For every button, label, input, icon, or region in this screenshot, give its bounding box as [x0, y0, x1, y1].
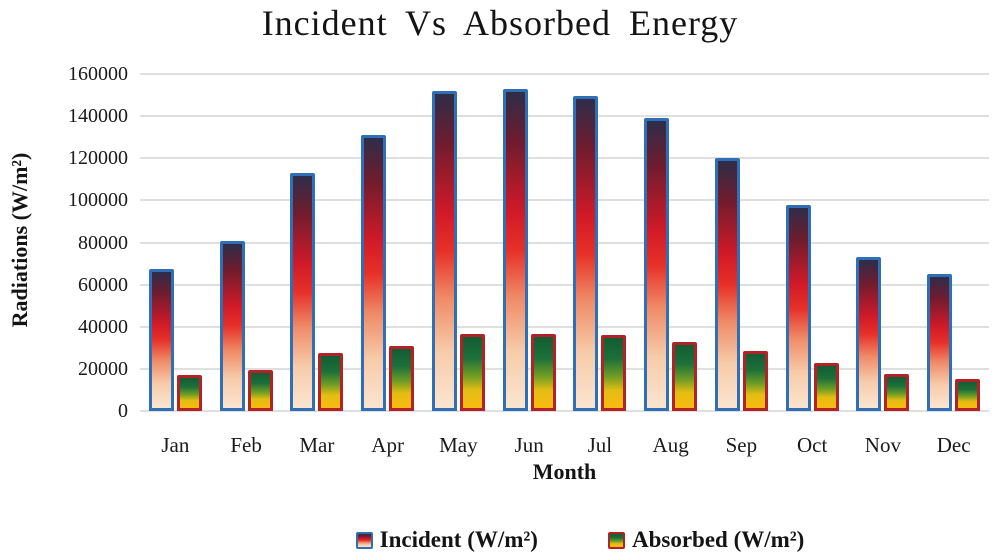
y-tick-label: 80000	[78, 231, 128, 254]
absorbed-bar	[318, 353, 344, 411]
x-axis-title: Month	[532, 459, 597, 484]
gridline	[140, 199, 989, 202]
incident-bar	[290, 173, 316, 411]
absorbed-bar	[672, 341, 698, 411]
bar-group	[502, 88, 556, 411]
gridline	[140, 115, 989, 118]
incident-bar	[644, 118, 670, 411]
x-tick-label: Dec	[936, 433, 971, 457]
absorbed-bar	[389, 345, 415, 411]
x-tick-label: Feb	[230, 433, 262, 457]
x-tick-label: May	[439, 433, 478, 457]
gridline	[140, 325, 989, 328]
bar-group	[431, 90, 485, 411]
bar-group	[219, 241, 273, 411]
incident-bar	[714, 158, 740, 411]
x-tick-label: Oct	[796, 433, 828, 457]
absorbed-bar	[601, 335, 627, 411]
y-tick-label: 160000	[68, 63, 128, 85]
absorbed-bar	[176, 375, 202, 411]
legend-item-incident: Incident (W/m²)	[355, 527, 538, 553]
incident-bar	[785, 204, 811, 411]
plot-area	[140, 73, 989, 412]
incident-bar	[219, 241, 245, 411]
x-tick-label: Sep	[725, 433, 758, 457]
x-tick-label: Mar	[299, 433, 335, 457]
x-tick-label: Jun	[514, 433, 544, 457]
bar-group	[714, 158, 768, 411]
legend-label: Absorbed (W/m²)	[631, 527, 805, 552]
absorbed-bar	[530, 333, 556, 411]
incident-bar	[856, 257, 882, 411]
x-axis-tick-labels: Jan Feb Mar Apr May Jun Jul Aug Sep Oct Nov Dec	[140, 433, 989, 458]
y-tick-label: 0	[118, 400, 128, 422]
incident-bar	[573, 96, 599, 411]
gridline	[140, 241, 989, 244]
bar-series	[140, 74, 989, 411]
absorbed-bar	[247, 369, 273, 411]
absorbed-bar	[459, 334, 485, 411]
absorbed-bar	[955, 379, 981, 411]
gridline	[140, 73, 989, 75]
chart-title: Incident Vs Absorbed Energy	[261, 3, 739, 43]
bar-group	[148, 268, 202, 411]
gridline	[140, 410, 989, 412]
legend-label: Incident (W/m²)	[379, 527, 538, 552]
gridline	[140, 157, 989, 160]
y-tick-label: 140000	[68, 105, 128, 128]
gridline	[140, 367, 989, 370]
incident-bar	[431, 90, 457, 411]
x-tick-label: Apr	[371, 433, 404, 457]
bar-group	[856, 257, 910, 411]
bar-group	[361, 135, 415, 411]
x-tick-label: Jul	[587, 433, 613, 457]
bar-group	[785, 204, 839, 411]
y-tick-label: 60000	[78, 273, 128, 296]
x-tick-label: Jan	[161, 433, 190, 457]
bar-group	[290, 173, 344, 411]
incident-bar	[361, 135, 387, 411]
legend-item-absorbed: Absorbed (W/m²)	[607, 527, 805, 553]
y-tick-label: 120000	[68, 147, 128, 170]
y-tick-label: 20000	[78, 357, 128, 380]
gridline	[140, 283, 989, 286]
absorbed-legend-swatch	[607, 531, 625, 549]
absorbed-bar	[813, 362, 839, 411]
x-tick-label: Nov	[864, 433, 901, 457]
bar-group	[927, 274, 981, 411]
x-tick-label: Aug	[652, 433, 689, 457]
incident-bar	[148, 268, 174, 411]
incident-legend-swatch	[355, 531, 373, 549]
bar-group	[573, 96, 627, 411]
y-tick-label: 100000	[68, 189, 128, 212]
absorbed-bar	[742, 351, 768, 411]
legend: Incident (W/m²) Absorbed (W/m²)	[0, 527, 1000, 553]
incident-bar	[502, 88, 528, 411]
incident-bar	[927, 274, 953, 411]
y-tick-label: 40000	[78, 315, 128, 338]
bar-group	[644, 118, 698, 411]
absorbed-bar	[884, 374, 910, 411]
